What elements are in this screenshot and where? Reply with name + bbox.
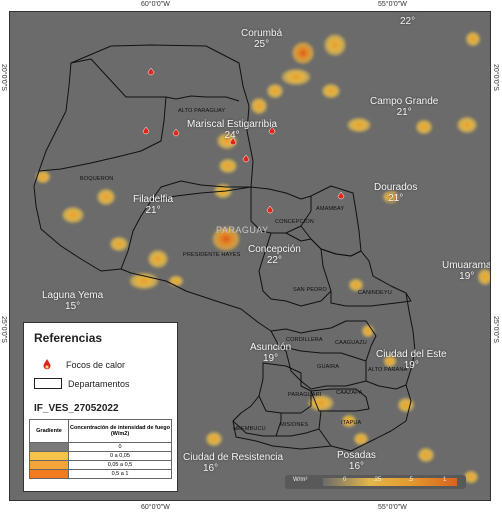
gradient-label: 0,5 a 1 <box>68 469 172 479</box>
gradient-swatch <box>29 469 69 479</box>
coord-left-25s: 25°0'0"S <box>0 316 7 343</box>
scale-tick: 0 <box>343 477 347 483</box>
dept-amambay: AMAMBAY <box>316 206 345 212</box>
product-id: IF_VES_27052022 <box>34 403 119 414</box>
coord-right-25s: 25°0'0"S <box>492 316 499 343</box>
city-asuncion: Asunción 19° <box>250 342 292 364</box>
fire-label: Focos de calor <box>66 360 126 370</box>
city-dourados: Dourados 21° <box>374 182 418 204</box>
dept-itapua: ITAPUA <box>341 420 362 426</box>
gradient-header: Gradiente <box>29 419 69 443</box>
scale-unit: W/m² <box>293 477 308 483</box>
city-mariscal: Mariscal Estigarribia 24° <box>187 119 278 141</box>
city-umuarama: Umuarama 19° <box>442 260 491 282</box>
gradient-label: 0,05 a 0,5 <box>68 460 172 470</box>
gradient-swatch <box>29 460 69 470</box>
scale-tick: .5 <box>408 477 414 483</box>
gradient-swatch <box>29 451 69 461</box>
city-laguna-yema: Laguna Yema 15° <box>42 290 104 312</box>
dept-alto-parana: ALTO PARANA <box>368 367 408 373</box>
dept-label: Departamentos <box>68 378 130 389</box>
dept-alto-paraguay: ALTO PARAGUAY <box>178 108 226 114</box>
intensity-scale: W/m² 0 .25 .5 1 <box>285 475 466 489</box>
dept-concepcion: CONCEPCION <box>275 219 314 225</box>
legend-panel: Referencias Focos de calor Departamentos… <box>23 322 178 492</box>
coord-bottom-60w: 60°0'0"W <box>141 504 170 511</box>
department-swatch <box>34 378 62 389</box>
department-boundaries <box>33 44 416 452</box>
map-canvas <box>33 31 490 484</box>
gradient-label: 0 <box>68 442 172 452</box>
legend-fire-row: Focos de calor <box>34 359 125 371</box>
coord-top-55w: 55°0'0"W <box>378 1 407 8</box>
coord-top-60w: 60°0'0"W <box>141 1 170 8</box>
city-top-temp: 22° <box>400 16 416 27</box>
city-campo-grande: Campo Grande 21° <box>370 96 439 118</box>
city-posadas: Posadas 16° <box>337 450 376 472</box>
gradient-table: Gradiente Concentración de intensidad de… <box>29 419 172 479</box>
scale-tick: 1 <box>443 477 447 483</box>
dept-san-pedro: SAN PEDRO <box>293 287 327 293</box>
dept-guaira: GUAIRA <box>317 364 340 370</box>
city-corumba: Corumbá 25° <box>241 28 283 50</box>
city-resistencia: Ciudad de Resistencia 16° <box>183 452 284 474</box>
dept-presidente-hayes: PRESIDENTE HAYES <box>183 252 241 258</box>
dept-misiones: MISIONES <box>280 422 309 428</box>
coord-bottom-55w: 55°0'0"W <box>378 504 407 511</box>
city-concepcion: Concepción 22° <box>248 244 301 266</box>
gradient-row: 0,5 a 1 <box>29 469 172 479</box>
dept-neembucu: NEEMBUCU <box>233 426 266 432</box>
gradient-row: 0,05 a 0,5 <box>29 460 172 470</box>
scale-tick: .25 <box>373 477 382 483</box>
gradient-label: 0 a 0,05 <box>68 451 172 461</box>
legend-title: Referencias <box>34 331 103 345</box>
country-label: PARAGUAY <box>216 225 269 235</box>
gradient-row: 0 <box>29 442 172 452</box>
dept-caazapa: CAAZAPA <box>336 390 363 396</box>
intensity-header: Concentración de intensidad de fuego (W/… <box>68 419 172 443</box>
dept-paraguari: PARAGUARI <box>288 392 322 398</box>
scale-gradient <box>323 478 457 486</box>
fire-icon <box>34 359 60 371</box>
gradient-row: 0 a 0,05 <box>29 451 172 461</box>
city-filadelfia: Filadelfia 21° <box>133 194 174 216</box>
coord-left-20s: 20°0'0"S <box>0 64 7 91</box>
dept-canindeyu: CANINDEYU <box>358 290 392 296</box>
dept-caaguazu: CAAGUAZU <box>335 340 367 346</box>
fire-markers <box>142 67 345 214</box>
gradient-swatch <box>29 442 69 452</box>
coord-right-20s: 20°0'0"S <box>492 64 499 91</box>
dept-boqueron: BOQUERON <box>80 176 114 182</box>
legend-dept-row: Departamentos <box>34 378 130 389</box>
dept-cordillera: CORDILLERA <box>286 337 323 343</box>
city-ciudad-del-este: Ciudad del Este 19° <box>376 349 447 371</box>
